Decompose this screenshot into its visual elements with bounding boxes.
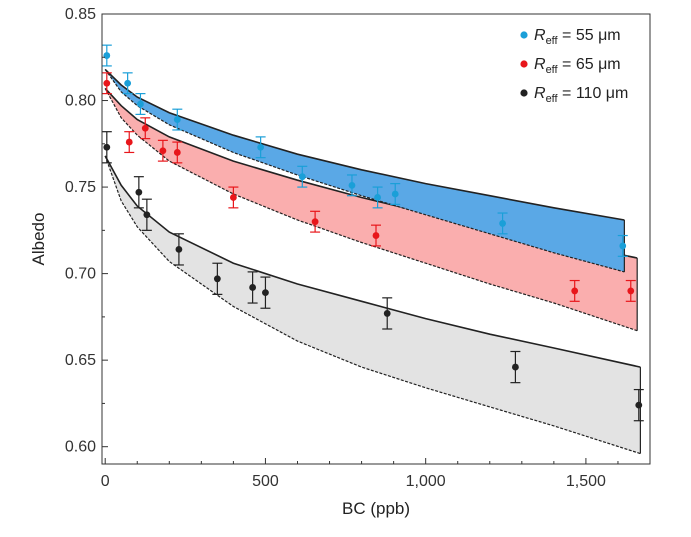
band-lower-line-2 (104, 155, 641, 455)
legend-label-0: Reff = 55 μm (534, 27, 621, 47)
data-point-2-2 (143, 211, 151, 219)
data-point-2-1 (135, 188, 143, 196)
y-tick-label-5: 0.85 (65, 6, 96, 23)
data-point-0-1 (124, 79, 132, 87)
data-point-2-8 (512, 363, 519, 371)
legend-marker-0 (520, 31, 528, 39)
data-point-2-4 (213, 275, 221, 283)
data-point-0-8 (391, 190, 399, 198)
data-point-2-6 (262, 289, 269, 297)
band-upper-line-2 (104, 155, 641, 368)
band-fill-1 (105, 88, 638, 331)
data-point-2-9 (635, 401, 643, 409)
data-point-2-5 (249, 284, 257, 291)
y-axis-ticks: 0.60 0.65 0.70 0.75 0.80 0.85 (65, 6, 108, 456)
data-point-0-10 (619, 242, 627, 250)
data-point-1-3 (159, 147, 167, 155)
data-point-1-0 (103, 79, 111, 87)
legend-label-1: Reff = 65 μm (534, 56, 621, 76)
data-point-1-2 (141, 124, 149, 132)
legend: Reff = 55 μm Reff = 65 μm Reff = 110 μm (520, 27, 628, 105)
data-point-0-9 (499, 220, 506, 227)
data-point-0-2 (137, 100, 144, 108)
data-point-0-7 (374, 194, 382, 201)
data-point-1-8 (571, 287, 579, 295)
plot-frame (101, 13, 651, 465)
y-tick-label-4: 0.80 (65, 93, 96, 110)
x-tick-label-1: 500 (252, 473, 279, 490)
y-tick-label-0: 0.60 (65, 439, 96, 456)
band-lower-line-1 (104, 88, 638, 332)
data-point-2-0 (103, 143, 111, 151)
x-tick-label-3: 1,500 (566, 473, 606, 490)
legend-marker-1 (520, 60, 528, 68)
data-point-1-1 (125, 138, 133, 146)
x-axis-title: BC (ppb) (342, 499, 410, 518)
data-point-0-6 (348, 181, 356, 189)
data-point-2-7 (383, 310, 391, 317)
data-point-0-5 (298, 173, 306, 181)
y-tick-label-3: 0.75 (65, 179, 96, 196)
x-axis-ticks: 0 500 1,000 1,500 (101, 458, 619, 490)
x-tick-label-0: 0 (101, 473, 110, 490)
data-points (103, 52, 643, 409)
uncertainty-bands (104, 68, 641, 455)
legend-label-2: Reff = 110 μm (534, 85, 628, 105)
data-point-1-5 (229, 194, 237, 201)
data-point-1-9 (627, 287, 635, 295)
data-point-0-3 (173, 116, 181, 123)
data-point-1-4 (173, 149, 181, 156)
data-point-2-3 (175, 245, 183, 253)
data-point-0-0 (103, 52, 111, 59)
x-tick-label-2: 1,000 (406, 473, 446, 490)
y-tick-label-2: 0.70 (65, 266, 96, 283)
band-lower-line-0 (104, 69, 625, 273)
legend-marker-2 (520, 89, 528, 97)
data-point-0-4 (257, 143, 265, 151)
data-point-1-7 (372, 232, 380, 239)
data-point-1-6 (311, 218, 319, 226)
y-tick-label-1: 0.65 (65, 352, 96, 369)
y-axis-title: Albedo (29, 213, 48, 266)
